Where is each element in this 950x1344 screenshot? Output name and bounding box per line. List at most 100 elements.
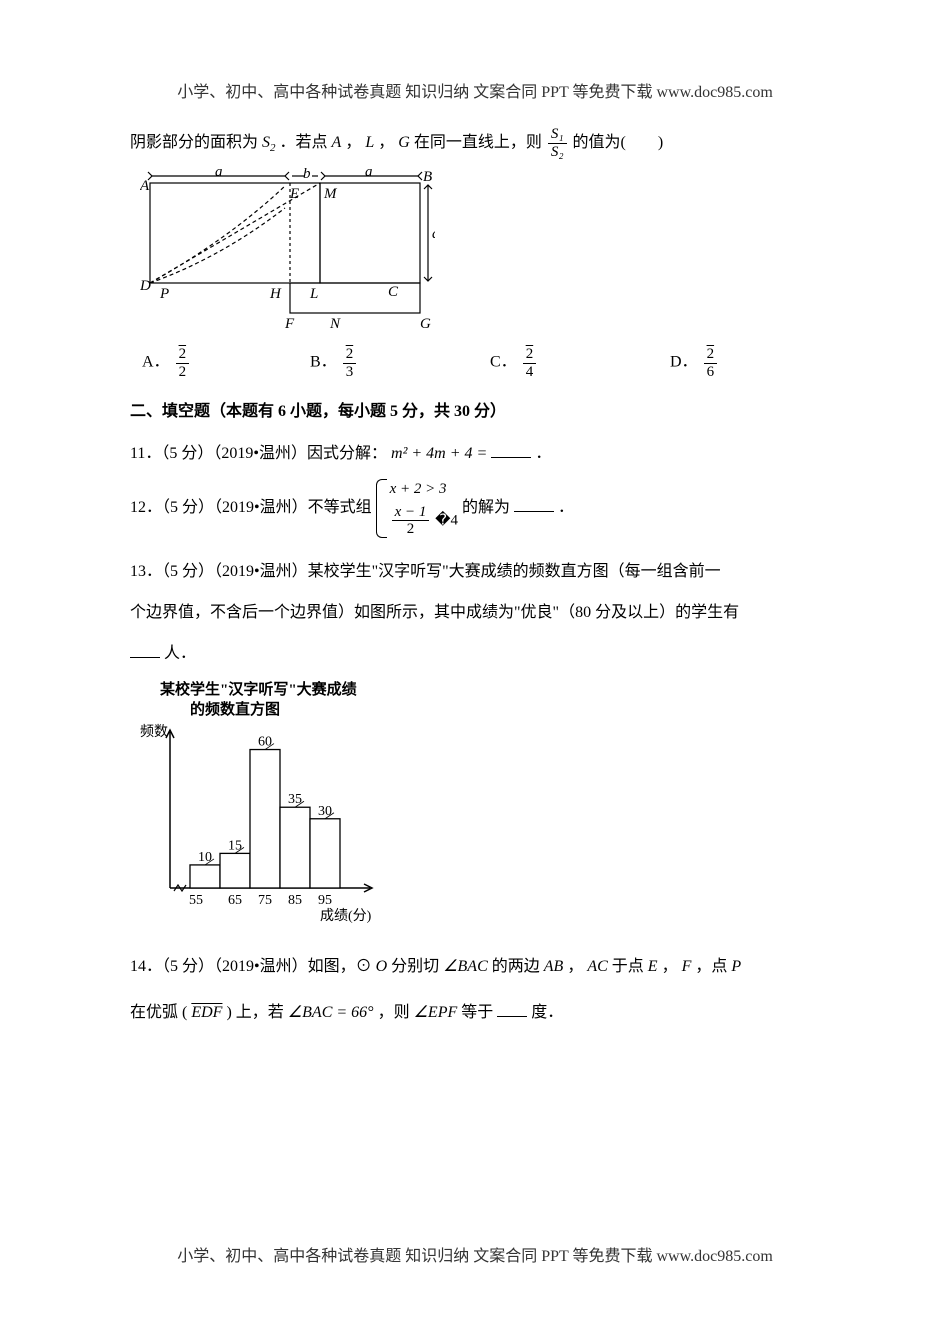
q14-2b: ) 上，若: [226, 1004, 287, 1021]
lbl-C: C: [388, 284, 399, 300]
q11-suffix: ．: [535, 445, 551, 462]
q14-ang2: ∠BAC = 66°: [288, 1004, 374, 1021]
lbl-E: E: [289, 186, 299, 202]
q14-AC: AC: [587, 958, 607, 975]
lbl-H: H: [269, 286, 282, 302]
lbl-L: L: [309, 286, 318, 302]
q14-O: O: [376, 958, 388, 975]
svg-text:15: 15: [228, 839, 242, 854]
opt-b: B． 23: [310, 346, 490, 380]
q10-svg: A B M E D P H L C F N G a a a b: [140, 168, 435, 338]
q13-blank: [130, 642, 160, 658]
q13-l3: 人．: [130, 636, 850, 671]
hist-svg: 频数10156035305565758595成绩(分): [130, 720, 390, 930]
q14-ang3: ∠EPF: [414, 1004, 458, 1021]
svg-text:85: 85: [288, 893, 302, 908]
opt-c-d: 4: [523, 364, 537, 381]
hist-title2: 的频数直方图: [130, 701, 850, 721]
section-2-heading: 二、填空题（本题有 6 小题，每小题 5 分，共 30 分）: [130, 394, 850, 429]
q14-2a: 在优弧 (: [130, 1004, 187, 1021]
lbl-a3: a: [432, 226, 435, 242]
q14-sep: ，: [567, 958, 583, 975]
q10-sep2: ，: [378, 134, 394, 151]
page-content: 阴影部分的面积为 S2 ．若点 A ， L ， G 在同一直线上，则 S₁ S₂…: [130, 125, 850, 1036]
lbl-B: B: [423, 169, 432, 185]
svg-text:10: 10: [198, 850, 212, 865]
q14-ang1: ∠BAC: [443, 958, 488, 975]
lbl-P: P: [159, 286, 169, 302]
q12-r2n: x − 1: [395, 504, 427, 520]
hist-title1: 某校学生"汉字听写"大赛成绩: [130, 681, 850, 701]
q14-l2: 在优弧 ( EDF ) 上，若 ∠BAC = 66° ，则 ∠EPF 等于 度．: [130, 995, 850, 1030]
q13-histogram: 某校学生"汉字听写"大赛成绩 的频数直方图 频数1015603530556575…: [130, 681, 850, 935]
svg-text:成绩(分): 成绩(分): [320, 908, 372, 924]
opt-a-d: 2: [176, 364, 190, 381]
q12: 12．（5 分）（2019•温州）不等式组 x + 2 > 3 x − 1 2 …: [130, 477, 850, 540]
q14-E: E: [648, 958, 658, 975]
q10-figure: A B M E D P H L C F N G a a a b: [140, 168, 850, 338]
q12-r2d: 2: [392, 521, 430, 538]
svg-text:60: 60: [258, 735, 272, 750]
q11-prefix: 11．（5 分）（2019•温州）因式分解：: [130, 445, 387, 462]
q10-frac-n: S₁: [551, 126, 564, 142]
q13-l1: 13．（5 分）（2019•温州）某校学生"汉字听写"大赛成绩的频数直方图（每一…: [130, 554, 850, 589]
q10-G: G: [398, 134, 410, 151]
opt-c: C． 24: [490, 346, 670, 380]
q10-sep1: ，: [345, 134, 361, 151]
q13-l2: 个边界值，不含后一个边界值）如图所示，其中成绩为"优良"（80 分及以上）的学生…: [130, 595, 850, 630]
opt-c-label: C．: [490, 354, 517, 371]
q14-F: F: [682, 958, 692, 975]
q14-arc: EDF: [191, 1004, 222, 1021]
lbl-G: G: [420, 316, 431, 332]
q14-P: P: [731, 958, 741, 975]
lbl-a1: a: [215, 168, 223, 180]
lbl-a2: a: [365, 168, 373, 180]
q12-system: x + 2 > 3 x − 1 2 �4: [376, 477, 458, 540]
q10-frac: S₁ S₂: [548, 126, 567, 160]
q12-r2t: �4: [435, 512, 458, 528]
lbl-D: D: [140, 278, 151, 294]
q11-blank: [491, 442, 531, 458]
opt-b-d: 3: [343, 364, 357, 381]
q14-2c: ，则: [378, 1004, 414, 1021]
svg-text:55: 55: [189, 893, 203, 908]
q13-l3t: 人．: [164, 645, 196, 662]
q10-frac-d: S₂: [551, 144, 564, 160]
lbl-b: b: [303, 168, 311, 182]
q12-suffix: ．: [558, 499, 574, 516]
opt-b-label: B．: [310, 354, 337, 371]
q14-2e: 度．: [531, 1004, 563, 1021]
lbl-A: A: [140, 178, 150, 194]
q14-1a: 14．（5 分）（2019•温州）如图，⊙: [130, 958, 372, 975]
svg-text:75: 75: [258, 893, 272, 908]
svg-text:35: 35: [288, 793, 302, 808]
q10-s2: S: [262, 134, 270, 151]
q14-1c: 的两边: [492, 958, 544, 975]
svg-text:65: 65: [228, 893, 242, 908]
q11: 11．（5 分）（2019•温州）因式分解： m² + 4m + 4 = ．: [130, 436, 850, 471]
opt-d-d: 6: [704, 364, 718, 381]
svg-text:频数: 频数: [140, 724, 168, 740]
opt-a-label: A．: [142, 354, 170, 371]
lbl-N: N: [329, 316, 341, 332]
q10-pre: 阴影部分的面积为: [130, 134, 258, 151]
lbl-M: M: [323, 186, 338, 202]
q10-options: A． 22 B． 23 C． 24 D． 26: [130, 346, 850, 380]
q14-1b: 分别切: [391, 958, 443, 975]
q14-2d: 等于: [461, 1004, 493, 1021]
svg-text:95: 95: [318, 893, 332, 908]
q14-l1: 14．（5 分）（2019•温州）如图，⊙ O 分别切 ∠BAC 的两边 AB …: [130, 949, 850, 984]
opt-d: D． 26: [670, 346, 850, 380]
q10-mid: ．若点: [280, 134, 328, 151]
q14-blank: [497, 1001, 527, 1017]
opt-d-label: D．: [670, 354, 698, 371]
q10-s2sub: 2: [270, 142, 276, 154]
q14-AB: AB: [544, 958, 564, 975]
q10-end: 的值为( ): [573, 134, 664, 151]
q10-mid2: 在同一直线上，则: [414, 134, 542, 151]
q14-1d: 于点: [612, 958, 648, 975]
q11-expr: m² + 4m + 4 =: [391, 445, 487, 462]
lbl-F: F: [284, 316, 295, 332]
q12-mid: 的解为: [462, 499, 510, 516]
q12-row1: x + 2 > 3: [390, 481, 447, 497]
